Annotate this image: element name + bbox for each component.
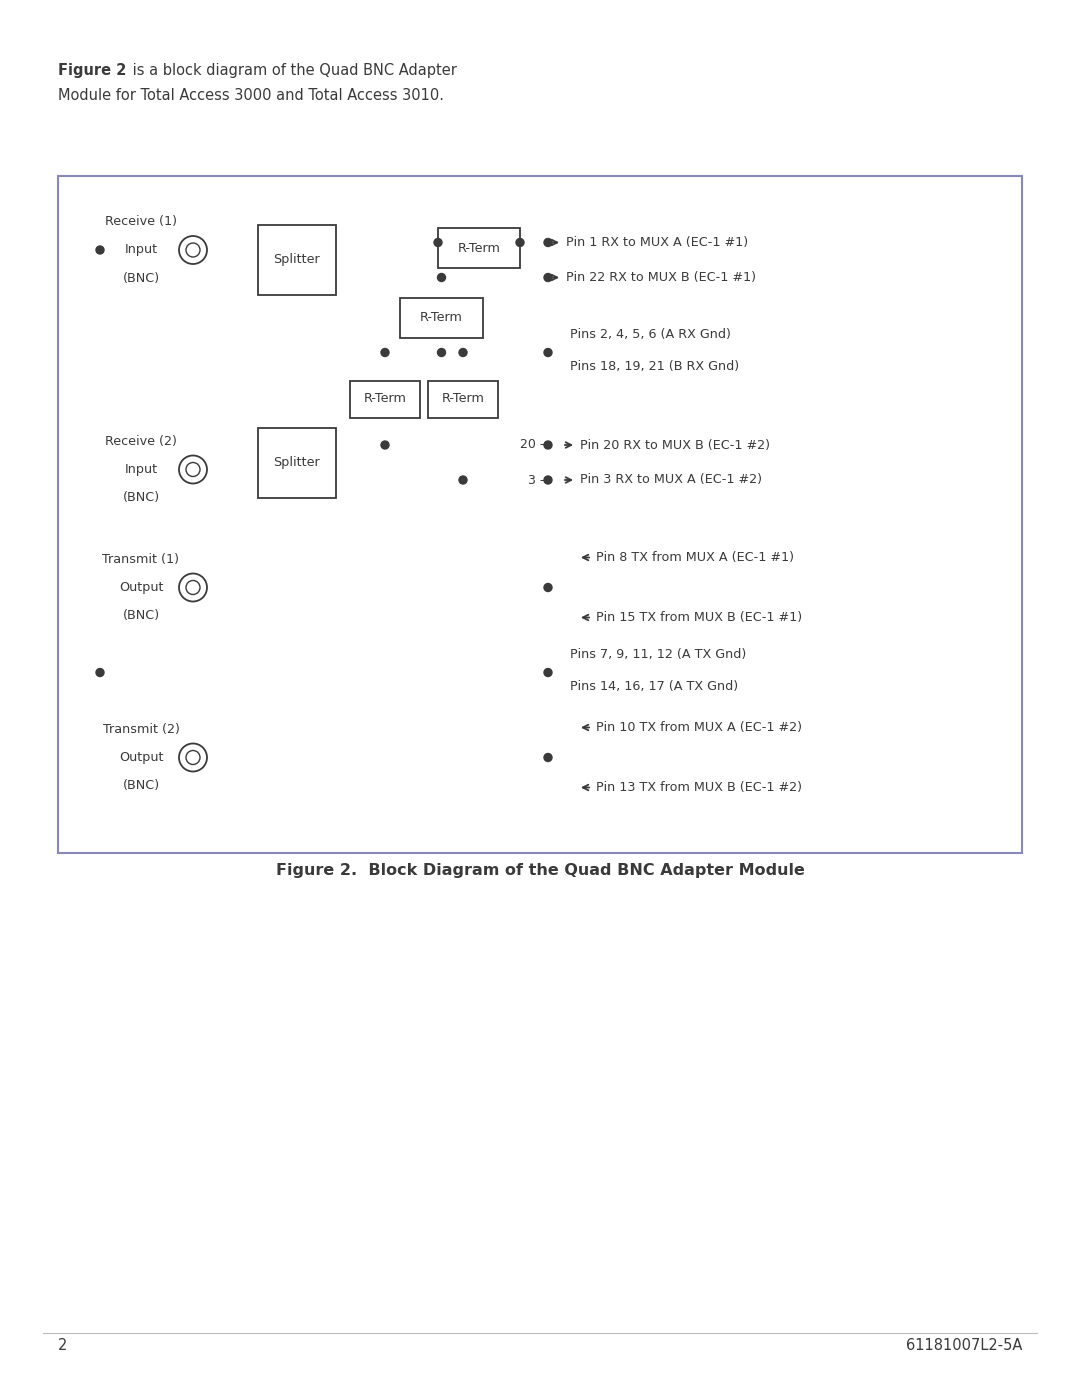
Text: Output: Output	[119, 581, 163, 594]
FancyBboxPatch shape	[400, 298, 483, 338]
Text: 61181007L2-5A: 61181007L2-5A	[906, 1337, 1022, 1352]
Text: Module for Total Access 3000 and Total Access 3010.: Module for Total Access 3000 and Total A…	[58, 88, 444, 103]
Text: 3 –: 3 –	[528, 474, 546, 486]
Text: (BNC): (BNC)	[122, 492, 160, 504]
FancyBboxPatch shape	[58, 176, 1022, 854]
Text: R-Term: R-Term	[420, 312, 463, 324]
Text: Splitter: Splitter	[273, 253, 321, 267]
Text: Pin 20 RX to MUX B (EC-1 #2): Pin 20 RX to MUX B (EC-1 #2)	[580, 439, 770, 451]
FancyBboxPatch shape	[438, 228, 519, 268]
Text: Pin 8 TX from MUX A (EC-1 #1): Pin 8 TX from MUX A (EC-1 #1)	[596, 550, 794, 564]
Text: (BNC): (BNC)	[122, 780, 160, 792]
FancyBboxPatch shape	[428, 380, 498, 418]
Circle shape	[437, 274, 446, 282]
Circle shape	[437, 348, 446, 356]
Text: (BNC): (BNC)	[122, 609, 160, 623]
Text: (BNC): (BNC)	[122, 272, 160, 285]
Circle shape	[179, 455, 207, 483]
Text: Pin 1 RX to MUX A (EC-1 #1): Pin 1 RX to MUX A (EC-1 #1)	[566, 236, 748, 249]
FancyBboxPatch shape	[258, 427, 336, 497]
Text: 20 –: 20 –	[519, 439, 546, 451]
Text: Pin 3 RX to MUX A (EC-1 #2): Pin 3 RX to MUX A (EC-1 #2)	[580, 474, 762, 486]
Text: R-Term: R-Term	[364, 393, 406, 405]
Text: Pins 14, 16, 17 (A TX Gnd): Pins 14, 16, 17 (A TX Gnd)	[570, 680, 738, 693]
Text: Splitter: Splitter	[273, 455, 321, 469]
Text: R-Term: R-Term	[458, 242, 500, 254]
Text: Pin 15 TX from MUX B (EC-1 #1): Pin 15 TX from MUX B (EC-1 #1)	[596, 610, 802, 624]
Circle shape	[516, 239, 524, 246]
Text: R-Term: R-Term	[442, 393, 485, 405]
Circle shape	[179, 236, 207, 264]
Circle shape	[459, 348, 467, 356]
Text: Pin 13 TX from MUX B (EC-1 #2): Pin 13 TX from MUX B (EC-1 #2)	[596, 781, 802, 793]
Circle shape	[179, 574, 207, 602]
FancyBboxPatch shape	[258, 225, 336, 295]
Text: Pins 7, 9, 11, 12 (A TX Gnd): Pins 7, 9, 11, 12 (A TX Gnd)	[570, 648, 746, 661]
Circle shape	[459, 476, 467, 483]
Text: Pin 10 TX from MUX A (EC-1 #2): Pin 10 TX from MUX A (EC-1 #2)	[596, 721, 802, 733]
Circle shape	[544, 441, 552, 448]
Text: Receive (1): Receive (1)	[105, 215, 177, 228]
Circle shape	[179, 743, 207, 771]
Circle shape	[186, 750, 200, 764]
Circle shape	[544, 584, 552, 591]
Text: Transmit (1): Transmit (1)	[103, 552, 179, 566]
Text: 2: 2	[58, 1337, 67, 1352]
Circle shape	[544, 669, 552, 676]
Text: Receive (2): Receive (2)	[105, 434, 177, 447]
Text: Input: Input	[124, 462, 158, 476]
Circle shape	[186, 581, 200, 595]
Text: Input: Input	[124, 243, 158, 257]
Circle shape	[434, 239, 442, 246]
Circle shape	[544, 274, 552, 282]
Circle shape	[381, 441, 389, 448]
Circle shape	[544, 239, 552, 246]
Circle shape	[381, 348, 389, 356]
FancyBboxPatch shape	[350, 380, 420, 418]
Text: Pins 2, 4, 5, 6 (A RX Gnd): Pins 2, 4, 5, 6 (A RX Gnd)	[570, 328, 731, 341]
Circle shape	[96, 246, 104, 254]
Text: is a block diagram of the Quad BNC Adapter: is a block diagram of the Quad BNC Adapt…	[129, 63, 457, 78]
Text: Pin 22 RX to MUX B (EC-1 #1): Pin 22 RX to MUX B (EC-1 #1)	[566, 271, 756, 284]
Circle shape	[544, 753, 552, 761]
Text: Figure 2: Figure 2	[58, 63, 126, 78]
Circle shape	[544, 348, 552, 356]
Circle shape	[186, 462, 200, 476]
Text: Pins 18, 19, 21 (B RX Gnd): Pins 18, 19, 21 (B RX Gnd)	[570, 360, 739, 373]
Text: Transmit (2): Transmit (2)	[103, 722, 179, 735]
Circle shape	[96, 669, 104, 676]
Circle shape	[544, 476, 552, 483]
Circle shape	[186, 243, 200, 257]
Text: Figure 2.  Block Diagram of the Quad BNC Adapter Module: Figure 2. Block Diagram of the Quad BNC …	[275, 862, 805, 877]
Text: Output: Output	[119, 752, 163, 764]
